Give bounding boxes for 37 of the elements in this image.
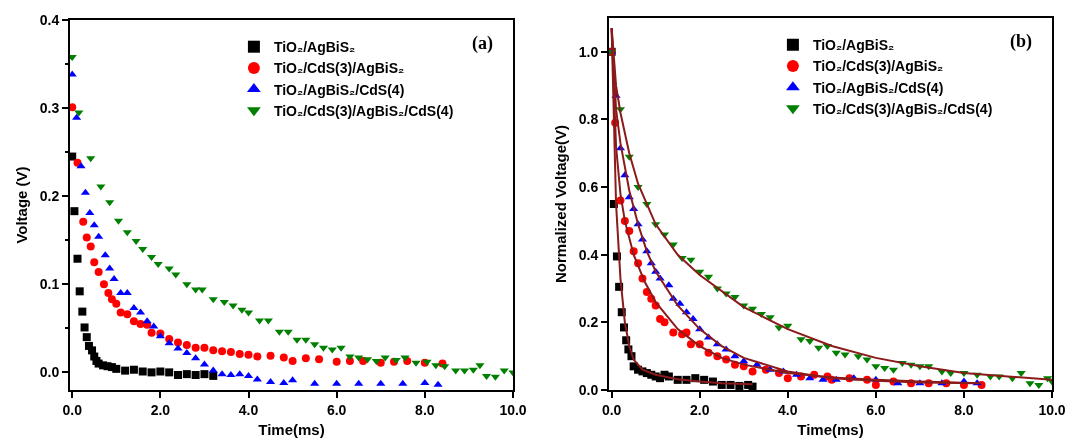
legend-label: TiO₂/CdS(3)/AgBiS₂/CdS(4) bbox=[812, 100, 993, 117]
legend-label: TiO₂/CdS(3)/AgBiS₂ bbox=[273, 60, 405, 77]
x-tick-label: 8.0 bbox=[954, 401, 974, 418]
y-tick-label: 0.3 bbox=[39, 100, 60, 116]
y-tick-label: 0.0 bbox=[39, 364, 60, 381]
x-tick-label: 2.0 bbox=[689, 401, 710, 418]
annotation: (b) bbox=[1010, 31, 1032, 52]
legend-label: TiO₂/AgBiS₂/CdS(4) bbox=[812, 79, 944, 96]
legend-label: TiO₂/AgBiS₂/CdS(4) bbox=[273, 81, 405, 98]
y-axis-title: Voltage (V) bbox=[13, 166, 31, 244]
y-tick-label: 1.0 bbox=[578, 43, 599, 60]
legend-label: TiO₂/AgBiS₂ bbox=[812, 37, 895, 54]
y-tick-label: 0.4 bbox=[578, 246, 599, 263]
x-tick-label: 4.0 bbox=[238, 401, 259, 418]
y-tick-label: 0.4 bbox=[39, 11, 60, 28]
legend-label: TiO₂/CdS(3)/AgBiS₂/CdS(4) bbox=[273, 102, 454, 119]
x-tick-label: 2.0 bbox=[150, 401, 171, 418]
y-tick-label: 0.2 bbox=[578, 314, 599, 331]
y-axis-title: Normalized Voltage(V) bbox=[552, 124, 570, 284]
legend-label: TiO₂/AgBiS₂ bbox=[273, 39, 356, 56]
x-tick-label: 10.0 bbox=[1038, 401, 1066, 418]
x-tick-label: 10.0 bbox=[499, 401, 527, 418]
x-tick-label: 8.0 bbox=[415, 401, 435, 418]
y-tick-label: 0.2 bbox=[39, 188, 60, 205]
legend-label: TiO₂/CdS(3)/AgBiS₂ bbox=[812, 58, 944, 75]
x-axis-title: Time(ms) bbox=[258, 421, 325, 439]
y-tick-label: 0.6 bbox=[578, 178, 599, 195]
x-axis-title: Time(ms) bbox=[797, 421, 864, 439]
y-tick-label: 0.0 bbox=[578, 381, 599, 398]
x-tick-label: 0.0 bbox=[62, 401, 83, 418]
x-tick-label: 6.0 bbox=[866, 401, 886, 418]
x-tick-label: 6.0 bbox=[326, 401, 347, 418]
y-tick-label: 0.1 bbox=[39, 276, 60, 293]
x-tick-label: 4.0 bbox=[778, 401, 798, 418]
y-tick-label: 0.8 bbox=[578, 111, 599, 128]
x-tick-label: 0.0 bbox=[601, 401, 622, 418]
annotation: (a) bbox=[472, 33, 493, 54]
